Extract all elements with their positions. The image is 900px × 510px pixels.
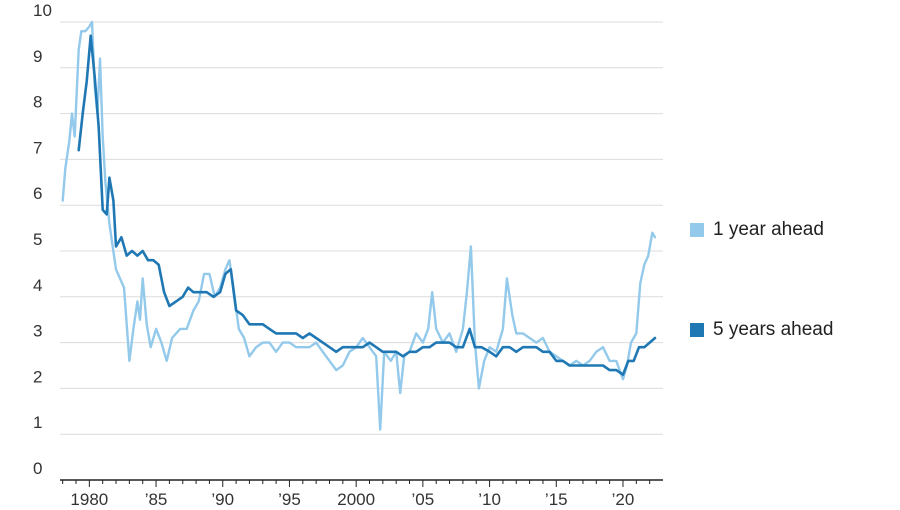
x-axis: 1980 ’85 ’90 ’95 2000 ’05 ’10 ’15 ’20: [60, 479, 663, 509]
legend-item-5-years-ahead: 5 years ahead: [690, 319, 833, 341]
series-line-0: [61, 20, 657, 431]
y-tick-label-5: 5: [33, 230, 42, 249]
y-tick-label-6: 6: [33, 184, 42, 203]
x-tick-label-8: ’20: [612, 490, 635, 509]
legend-swatch-5-years-ahead: [690, 323, 704, 337]
y-tick-label-9: 9: [33, 47, 42, 66]
y-tick-label-10: 10: [33, 1, 52, 20]
y-tick-label-3: 3: [33, 322, 42, 341]
x-tick-label-4: 2000: [337, 490, 375, 509]
x-tick-label-1: ’85: [145, 490, 168, 509]
y-tick-label-7: 7: [33, 138, 42, 157]
y-tick-label-1: 1: [33, 413, 42, 432]
y-gridlines: [60, 21, 663, 435]
legend-item-1-year-ahead: 1 year ahead: [690, 219, 824, 241]
x-tick-label-6: ’10: [478, 490, 501, 509]
legend-swatch-1-year-ahead: [690, 223, 704, 237]
legend-label-5-years-ahead: 5 years ahead: [713, 319, 834, 340]
x-tick-label-5: ’05: [412, 490, 435, 509]
y-tick-label-0: 0: [33, 459, 42, 478]
y-tick-labels: 0 1 2 3 4 5 6 7 8 9 10: [33, 1, 52, 478]
series-lines: [61, 20, 657, 431]
y-tick-label-8: 8: [33, 93, 42, 112]
series-line-1: [77, 34, 657, 376]
x-tick-label-0: 1980: [70, 490, 108, 509]
legend-label-1-year-ahead: 1 year ahead: [713, 219, 824, 240]
y-tick-label-2: 2: [33, 367, 42, 386]
y-tick-label-4: 4: [33, 276, 42, 295]
x-tick-label-3: ’95: [278, 490, 301, 509]
x-tick-label-2: ’90: [211, 490, 234, 509]
x-tick-label-7: ’15: [545, 490, 568, 509]
